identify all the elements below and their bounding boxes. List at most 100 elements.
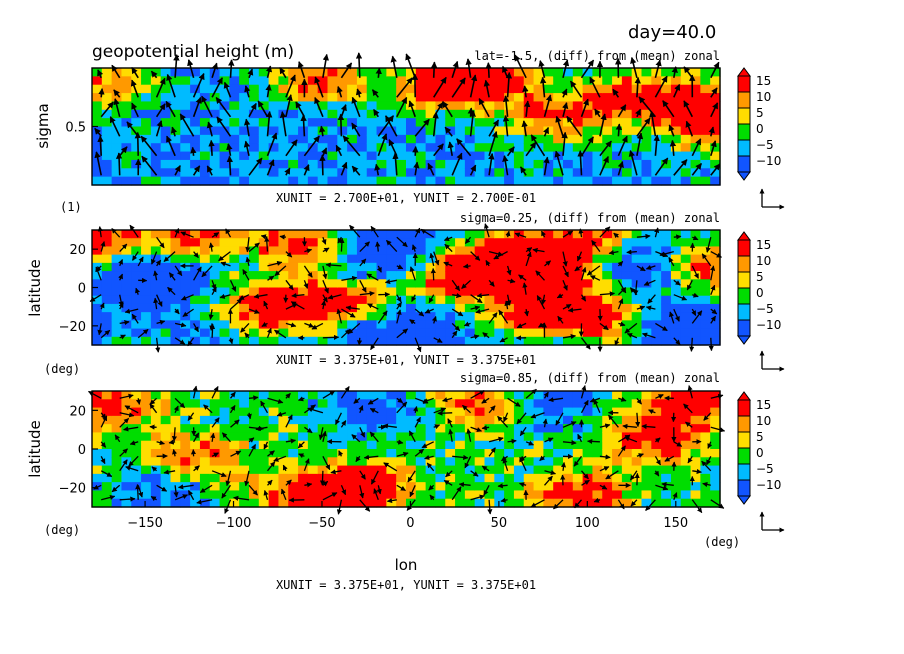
field-cell	[572, 68, 584, 77]
field-cell	[641, 168, 652, 178]
field-cell	[101, 465, 113, 475]
field-cell	[474, 399, 486, 409]
wind-vector	[626, 249, 637, 255]
field-cell	[670, 399, 682, 409]
wind-vector	[710, 61, 720, 79]
field-cell	[425, 168, 437, 178]
wind-vector	[538, 60, 546, 78]
wind-vector	[519, 456, 527, 472]
field-cell	[563, 482, 574, 492]
wind-vector	[636, 132, 644, 156]
field-cell	[249, 176, 260, 186]
field-cell	[406, 109, 417, 119]
field-cell	[621, 118, 633, 128]
wind-vector	[692, 292, 699, 298]
field-cell	[219, 482, 230, 492]
field-cell	[229, 254, 240, 264]
wind-vector	[99, 302, 105, 310]
field-cell	[239, 303, 250, 313]
field-cell	[180, 126, 191, 136]
field-cell	[661, 126, 672, 136]
field-cell	[484, 246, 495, 256]
field-cell	[92, 336, 103, 346]
field-cell	[602, 143, 613, 153]
wind-vector	[442, 101, 453, 118]
field-cell	[258, 457, 270, 467]
field-cell	[141, 336, 152, 346]
wind-vector	[303, 458, 310, 472]
field-cell	[347, 457, 358, 467]
field-cell	[131, 143, 142, 153]
field-cell	[543, 159, 554, 169]
field-cell	[563, 109, 574, 119]
field-cell	[268, 101, 280, 111]
x-tick-label: 100	[575, 516, 600, 531]
wind-vector	[566, 115, 583, 137]
field-cell	[160, 68, 172, 77]
field-cell	[553, 143, 564, 153]
field-cell	[572, 473, 584, 483]
field-cell	[474, 176, 486, 186]
field-cell	[543, 498, 554, 508]
field-cell	[494, 287, 505, 297]
colorbar-label: 15	[756, 74, 771, 88]
field-cell	[690, 246, 701, 256]
field-cell	[376, 279, 387, 289]
field-cell	[180, 151, 191, 161]
field-cell	[563, 465, 574, 475]
field-cell	[160, 93, 172, 103]
field-cell	[209, 465, 221, 475]
field-cell	[131, 399, 142, 409]
field-cell	[474, 320, 486, 330]
field-cell	[268, 312, 280, 321]
colorbar-segment	[737, 431, 751, 449]
field-cell	[543, 391, 554, 400]
field-cell	[661, 168, 672, 178]
wind-vector	[155, 77, 166, 98]
field-cell	[494, 457, 505, 467]
field-cell	[229, 457, 240, 467]
field-cell	[651, 432, 662, 442]
field-cell	[543, 176, 554, 186]
field-cell	[239, 68, 250, 77]
field-cell	[199, 391, 211, 400]
field-cell	[111, 134, 123, 144]
field-cell	[710, 238, 721, 248]
field-cell	[641, 68, 652, 77]
field-cell	[602, 93, 613, 103]
field-cell	[170, 391, 181, 400]
field-cell	[464, 134, 476, 144]
field-cell	[190, 399, 201, 409]
wind-vector	[562, 230, 574, 238]
wind-vector	[626, 333, 638, 339]
field-cell	[150, 482, 162, 492]
field-cell	[641, 93, 652, 103]
wind-vector	[634, 472, 640, 486]
field-cell	[347, 126, 358, 136]
field-cell	[160, 295, 172, 305]
wind-vector	[641, 423, 656, 430]
field-cell	[513, 84, 525, 94]
field-cell	[464, 230, 476, 239]
field-cell	[582, 159, 594, 169]
field-cell	[376, 457, 387, 467]
field-cell	[464, 287, 476, 297]
wind-vector	[100, 441, 107, 448]
field-cell	[160, 407, 172, 417]
field-cell	[258, 134, 270, 144]
field-cell	[337, 279, 348, 289]
wind-vector	[634, 76, 641, 98]
field-cell	[641, 498, 652, 508]
field-cell	[249, 76, 260, 86]
field-cell	[494, 279, 505, 289]
field-cell	[376, 84, 387, 94]
field-cell	[327, 143, 338, 153]
field-cell	[572, 246, 584, 256]
field-cell	[278, 271, 289, 280]
field-cell	[376, 118, 387, 128]
field-cell	[661, 415, 672, 425]
field-cell	[298, 84, 309, 94]
field-cell	[219, 279, 230, 289]
field-cell	[337, 295, 348, 305]
field-cell	[425, 498, 437, 508]
